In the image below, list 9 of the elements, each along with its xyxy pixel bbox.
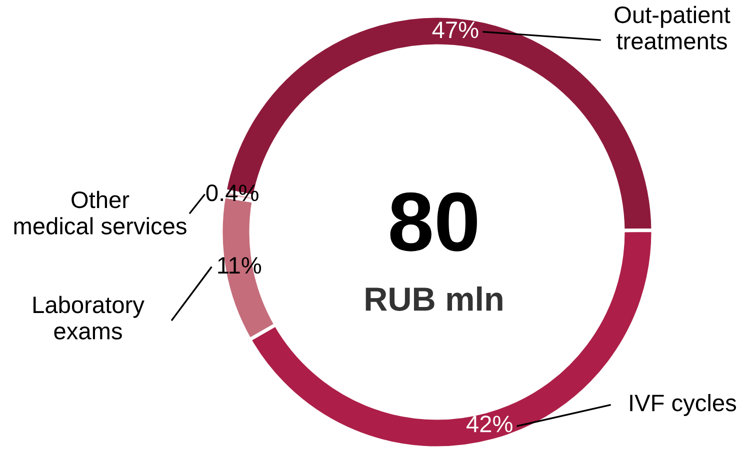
text: 80 bbox=[390, 192, 477, 252]
slice-label: Out-patient treatments bbox=[614, 6, 730, 50]
slice-label: Other medical services bbox=[14, 190, 186, 234]
slice-label: IVF cycles bbox=[630, 394, 736, 416]
text: RUB mln bbox=[366, 286, 502, 311]
data-label: 42% bbox=[466, 416, 512, 432]
data-label: 0.4% bbox=[206, 184, 258, 202]
data-label: 47% bbox=[432, 22, 478, 38]
slice-label: Laboratory exams bbox=[34, 296, 144, 340]
